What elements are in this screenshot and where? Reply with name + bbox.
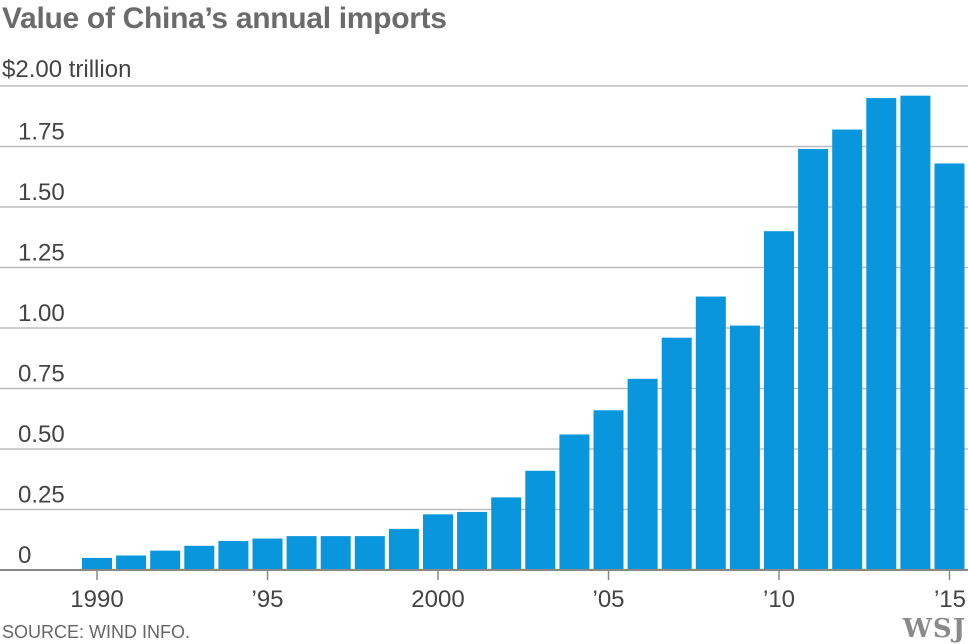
bar-1990 [82, 557, 112, 570]
x-axis [0, 569, 968, 580]
bar-1992 [150, 550, 181, 570]
source-note: SOURCE: WIND INFO. [2, 622, 190, 642]
bar-2008 [695, 296, 726, 570]
bar-1997 [320, 536, 351, 570]
bars [82, 95, 965, 571]
bar-2005 [593, 410, 624, 570]
bar-2007 [661, 337, 692, 570]
bar-2013 [866, 98, 897, 570]
x-tick-label: ’10 [763, 586, 795, 613]
bar-2014 [900, 95, 931, 571]
x-tick-label: ’95 [251, 586, 283, 613]
bar-2001 [457, 511, 488, 570]
bar-1991 [116, 555, 147, 570]
chart-title: Value of China’s annual imports [2, 2, 447, 35]
y-tick-labels: 0 0.25 0.50 0.75 1.00 1.25 1.50 1.75 [18, 119, 65, 570]
bar-2002 [491, 497, 522, 570]
x-tick-label: ’05 [592, 586, 624, 613]
y-tick-label: 1.25 [18, 240, 65, 267]
y-tick-label: 0.50 [18, 421, 65, 448]
bar-1993 [184, 545, 215, 570]
y-tick-label: 0.25 [18, 482, 65, 509]
y-tick-label: 1.75 [18, 119, 65, 146]
y-tick-label: 0.75 [18, 361, 65, 388]
bar-1999 [388, 528, 419, 570]
y-unit-label: $2.00 trillion [2, 56, 132, 83]
bar-2003 [525, 470, 556, 570]
bar-2000 [423, 514, 453, 570]
bar-1994 [218, 540, 249, 570]
y-tick-label: 1.00 [18, 300, 65, 327]
bar-2010 [764, 231, 794, 570]
x-tick-label: 1990 [70, 586, 123, 613]
x-tick-label: 2000 [411, 586, 464, 613]
wsj-logo: WSJ [902, 614, 966, 644]
y-tick-label: 1.50 [18, 179, 65, 206]
bar-2009 [729, 325, 760, 570]
bar-2006 [627, 378, 658, 570]
x-tick-label: ’15 [934, 586, 966, 613]
bar-1995 [252, 538, 283, 570]
bar-1996 [286, 536, 317, 570]
x-tick-labels: 1990 ’95 2000 ’05 ’10 ’15 [70, 586, 966, 613]
bar-2015 [934, 163, 965, 570]
bar-2011 [798, 148, 829, 571]
bar-2004 [559, 434, 590, 570]
bar-2012 [832, 129, 863, 570]
y-tick-label: 0 [18, 542, 31, 569]
bar-1998 [354, 536, 385, 570]
